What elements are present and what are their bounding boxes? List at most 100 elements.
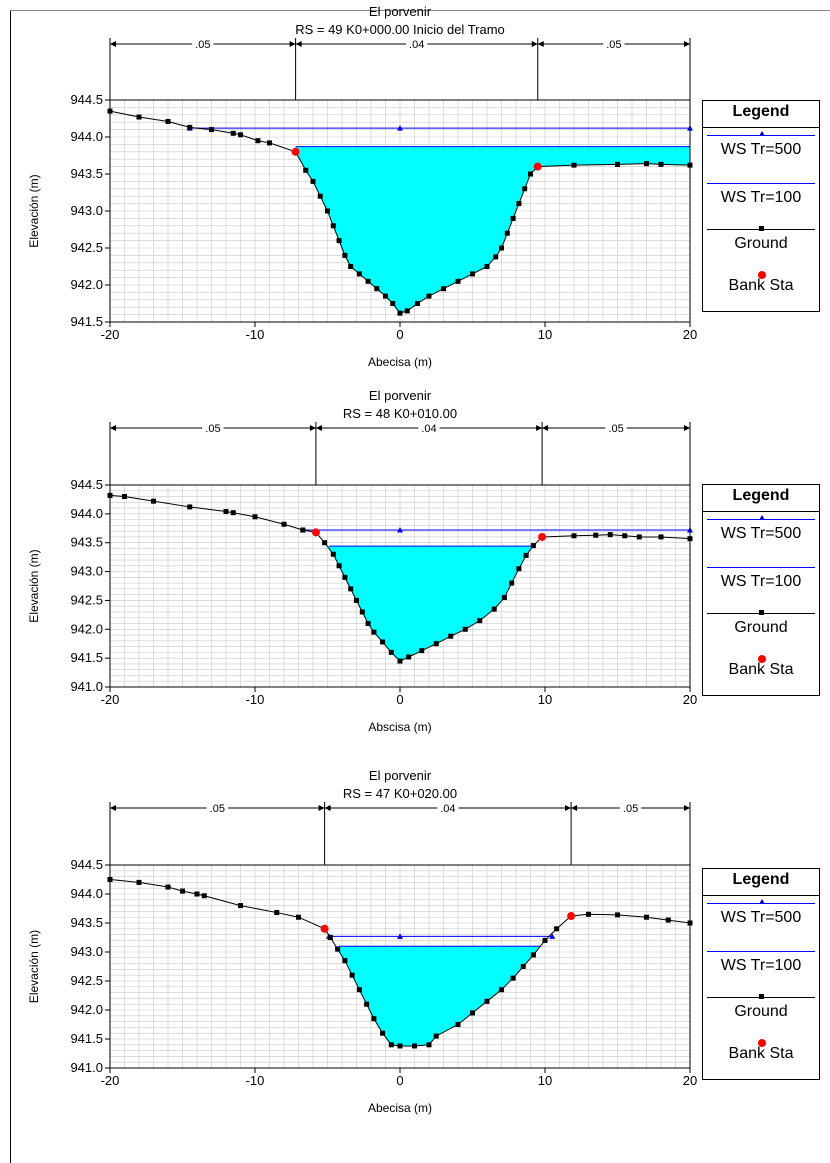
legend-item: WS Tr=500 — [703, 131, 819, 179]
black-square-marker-icon — [759, 610, 764, 615]
ground-point — [523, 552, 529, 558]
chart-title: El porvenir — [369, 768, 432, 783]
bank-station-point — [533, 162, 542, 171]
ground-point — [371, 629, 377, 635]
y-tick-label: 943.5 — [70, 166, 103, 181]
ground-point — [516, 566, 522, 572]
legend-panel-3: Legend WS Tr=500 WS Tr=100 Ground Bank Sta — [702, 868, 820, 1080]
manning-n-label: .05 — [608, 423, 623, 435]
red-dot-icon — [758, 655, 766, 663]
ground-point — [136, 879, 142, 885]
ground-point — [658, 161, 664, 167]
blue-triangle-marker-icon — [759, 899, 765, 904]
bank-station-point — [320, 924, 329, 933]
manning-arrow — [537, 41, 544, 47]
legend-item: Ground — [703, 994, 819, 1041]
manning-n-label: .04 — [409, 39, 424, 51]
ground-point — [354, 597, 359, 603]
ground-point — [448, 633, 454, 639]
ground-point — [510, 975, 516, 981]
y-tick-label: 941.5 — [70, 1031, 103, 1046]
manning-label-bg — [619, 803, 642, 815]
ground-point — [388, 649, 394, 655]
x-tick-label: 10 — [538, 692, 552, 707]
x-tick-label: 10 — [538, 327, 552, 342]
ground-point — [615, 161, 620, 167]
ground-point — [593, 532, 599, 538]
ground-point — [365, 621, 371, 627]
ground-point — [342, 574, 348, 580]
manning-label-bg — [603, 39, 625, 51]
ground-point — [419, 648, 425, 654]
ground-point — [296, 914, 301, 920]
black-square-marker-icon — [759, 226, 764, 231]
legend-label: WS Tr=500 — [720, 525, 802, 542]
legend-item: Bank Sta — [703, 655, 819, 699]
manning-arrow — [531, 41, 538, 47]
ground-point — [397, 658, 403, 664]
legend-label: WS Tr=500 — [720, 909, 802, 926]
manning-label-bg — [437, 803, 459, 815]
ground-point — [274, 910, 280, 916]
ground-point — [136, 114, 142, 120]
ground-point — [380, 1030, 386, 1036]
ground-point — [238, 903, 243, 909]
ground-point — [187, 124, 193, 130]
chart-title: El porvenir — [369, 388, 432, 403]
ground-point — [414, 301, 420, 306]
ground-point — [230, 130, 236, 136]
y-tick-label: 942.0 — [70, 621, 103, 636]
manning-label-bg — [192, 39, 214, 51]
water-area — [295, 146, 690, 314]
manning-arrow — [542, 425, 549, 431]
ground-point — [516, 201, 522, 207]
manning-arrow — [110, 41, 116, 47]
x-axis-label: Abecisa (m) — [368, 1101, 432, 1115]
ground-point — [501, 595, 507, 601]
blue-line-icon — [707, 183, 815, 184]
x-tick-label: -20 — [101, 327, 120, 342]
red-dot-icon — [758, 1039, 766, 1047]
ground-point — [522, 186, 528, 192]
ground-point — [477, 618, 483, 624]
y-tick-label: 943.0 — [70, 944, 103, 959]
manning-arrow — [684, 425, 690, 431]
ground-point — [267, 140, 272, 146]
ground-point — [644, 914, 649, 920]
legend-item: WS Tr=100 — [703, 183, 819, 227]
y-tick-label: 942.0 — [70, 1002, 103, 1017]
ground-point — [586, 911, 591, 917]
x-tick-label: -20 — [101, 1073, 120, 1088]
ground-point — [426, 1042, 432, 1048]
y-tick-label: 942.5 — [70, 240, 103, 255]
ground-point — [499, 987, 504, 993]
blue-line-icon — [707, 951, 815, 952]
ground-point — [325, 208, 330, 214]
ground-point — [433, 641, 439, 647]
legend-label: Bank Sta — [728, 661, 794, 678]
ground-point — [356, 987, 362, 993]
manning-n-label: .05 — [195, 39, 210, 51]
manning-label-bg — [206, 803, 228, 815]
manning-arrow — [565, 805, 572, 811]
ground-point — [406, 654, 412, 660]
ground-point — [554, 926, 560, 932]
ground-point — [509, 580, 515, 586]
y-tick-label: 942.5 — [70, 973, 103, 988]
legend-title: Legend — [732, 871, 790, 888]
ground-point — [364, 1001, 370, 1007]
x-tick-label: -10 — [246, 327, 265, 342]
x-axis-label: Abscisa (m) — [368, 720, 431, 734]
ground-point — [356, 271, 362, 277]
ground-point — [426, 293, 432, 299]
ground-point — [462, 626, 468, 632]
ground-point — [330, 551, 336, 557]
ground-point — [374, 286, 380, 292]
ground-point — [412, 1043, 417, 1049]
manning-arrow — [309, 425, 316, 431]
ground-point — [223, 509, 229, 515]
ground-point — [528, 171, 533, 177]
ground-point — [300, 527, 306, 533]
y-tick-label: 941.5 — [70, 314, 103, 329]
